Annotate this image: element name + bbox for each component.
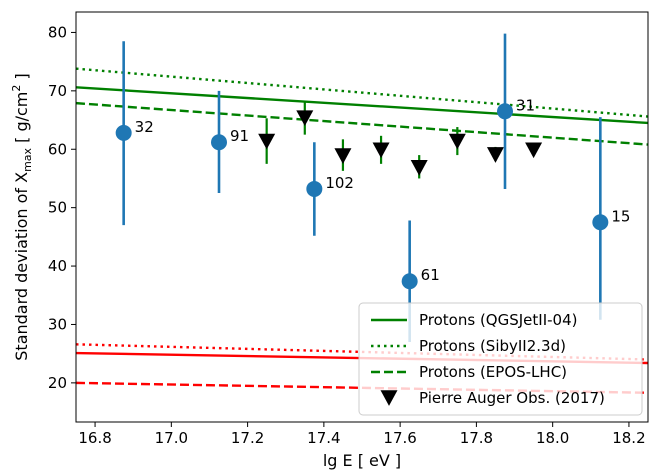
data-point-4 [497, 103, 513, 120]
model-line-2 [76, 101, 648, 146]
auger-marker-4 [410, 159, 428, 176]
data-point-1 [211, 134, 227, 151]
x-tick-label-6: 18.0 [536, 429, 569, 447]
auger-marker-3 [372, 142, 390, 159]
axis-ticks: 16.8 17.0 17.2 17.4 17.6 17.8 18.0 18.2 20 30 40 50… [48, 23, 646, 447]
y-tick-label-2: 40 [48, 257, 67, 275]
auger-marker-0 [258, 133, 276, 150]
auger-marker-6 [486, 147, 504, 163]
x-tick-label-7: 18.2 [612, 429, 645, 447]
y-tick-label-5: 70 [48, 82, 67, 100]
data-label-2: 102 [325, 174, 354, 192]
legend-box [358, 302, 643, 416]
x-axis-label: lg E [ eV ] [323, 451, 401, 470]
y-axis-label-sub: max [21, 147, 34, 171]
x-tick-label-4: 17.6 [383, 429, 416, 447]
data-label-5: 15 [611, 207, 630, 225]
legend-label-1: Protons (SibyII2.3d) [419, 337, 566, 355]
auger-marker-7 [525, 142, 543, 159]
y-tick-label-1: 30 [48, 315, 67, 333]
y-tick-label-6: 80 [48, 23, 67, 41]
x-tick-label-1: 17.0 [155, 429, 188, 447]
auger-marker-1 [296, 110, 314, 127]
data-label-1: 91 [230, 127, 249, 145]
data-point-5 [592, 214, 609, 231]
legend: Protons (QGSJetII-04) Protons (SibyII2.3d… [358, 302, 643, 416]
legend-label-0: Protons (QGSJetII-04) [419, 311, 577, 329]
data-label-3: 61 [421, 266, 440, 284]
x-tick-label-3: 17.4 [307, 429, 340, 447]
y-tick-label-3: 50 [48, 199, 67, 217]
data-point-3 [401, 273, 418, 290]
y-tick-label-0: 20 [48, 374, 67, 392]
y-axis-label-main: Standard deviation of X [12, 172, 31, 361]
y-tick-label-4: 60 [48, 140, 67, 158]
y-axis-label-unit: [ g/cm [12, 92, 31, 148]
legend-label-3: Pierre Auger Obs. (2017) [419, 389, 605, 407]
data-label-4: 31 [516, 96, 535, 114]
data-label-0: 32 [135, 118, 154, 136]
y-axis-label-sup: 2 [10, 85, 23, 92]
plot-frame [75, 11, 649, 423]
model-line-0 [76, 86, 648, 125]
data-point-0 [115, 124, 132, 141]
legend-label-2: Protons (EPOS-LHC) [419, 363, 567, 381]
data-point-2 [306, 180, 323, 197]
y-axis-label: Standard deviation of Xmax [ g/cm2 ] [10, 73, 34, 360]
auger-marker-2 [334, 148, 352, 165]
y-axis-label-end: ] [12, 73, 31, 84]
x-tick-label-5: 17.8 [460, 429, 493, 447]
x-tick-label-0: 16.8 [78, 429, 111, 447]
model-line-1 [76, 67, 648, 118]
auger-marker-5 [448, 133, 466, 150]
legend-marker-3 [380, 390, 398, 406]
x-tick-label-2: 17.2 [231, 429, 264, 447]
